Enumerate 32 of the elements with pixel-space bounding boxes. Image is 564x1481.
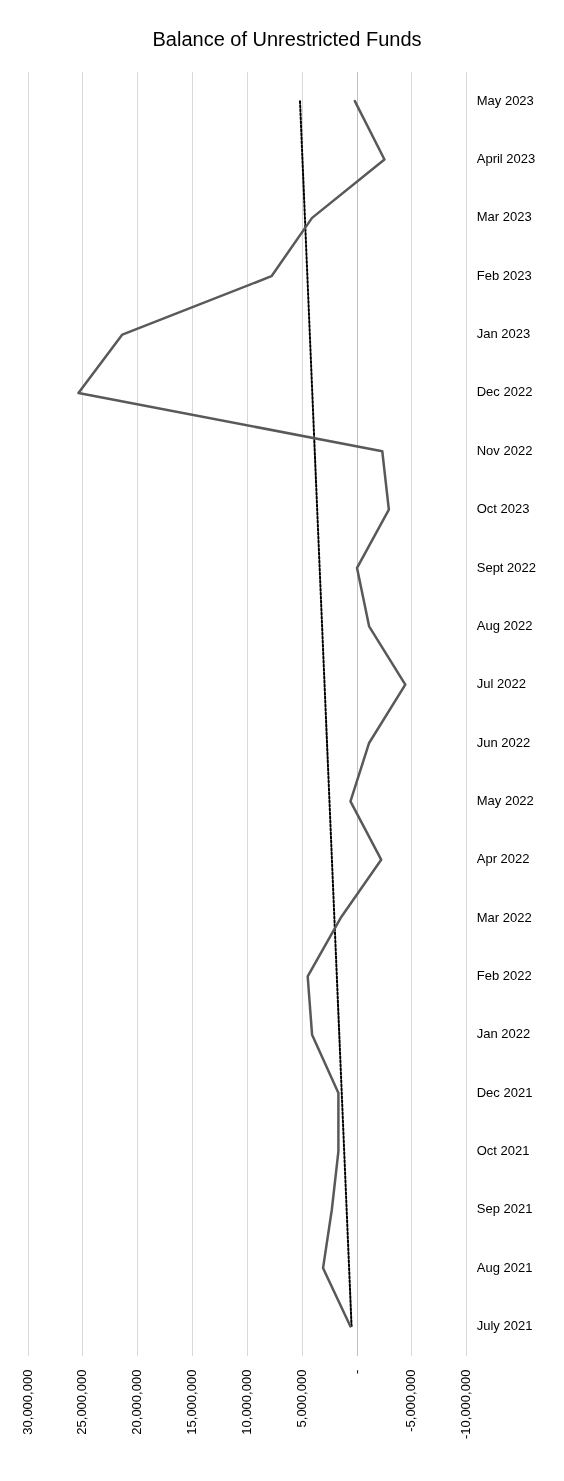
x-tick-label: - [348,1369,364,1374]
y-tick-label: Dec 2021 [476,1084,533,1100]
y-tick-label: Mar 2022 [476,909,532,925]
y-tick-label: Feb 2023 [476,267,532,283]
x-tick-label: -10,000,000 [458,1369,474,1440]
y-tick-label: July 2021 [476,1318,533,1334]
y-tick-label: Oct 2021 [476,1142,530,1158]
y-tick-label: Apr 2022 [476,851,530,867]
y-tick-label: Jul 2022 [476,676,526,692]
y-tick-label: April 2023 [476,151,536,167]
y-tick-label: Dec 2022 [476,384,533,400]
y-tick-label: Oct 2023 [476,501,530,517]
chart-title: Balance of Unrestricted Funds [152,27,422,50]
y-tick-label: Aug 2021 [476,1259,533,1275]
y-tick-label: May 2023 [476,92,534,108]
y-tick-label: Jan 2023 [476,326,531,342]
y-tick-label: Feb 2022 [476,967,532,983]
x-tick-label: 5,000,000 [293,1369,309,1428]
y-tick-label: Aug 2022 [476,617,533,633]
x-tick-label: 20,000,000 [129,1369,145,1435]
x-tick-label: 15,000,000 [184,1369,200,1435]
x-tick-label: 30,000,000 [19,1369,35,1435]
y-tick-label: Sept 2022 [476,559,537,575]
y-tick-label: May 2022 [476,792,534,808]
y-tick-label: Mar 2023 [476,209,532,225]
y-tick-label: Jun 2022 [476,734,531,750]
y-tick-label: Jan 2022 [476,1026,531,1042]
x-tick-label: 10,000,000 [238,1369,254,1435]
x-tick-label: 25,000,000 [74,1369,90,1435]
x-tick-label: -5,000,000 [403,1369,419,1432]
y-tick-label: Sep 2021 [476,1201,533,1217]
y-tick-label: Nov 2022 [476,442,533,458]
